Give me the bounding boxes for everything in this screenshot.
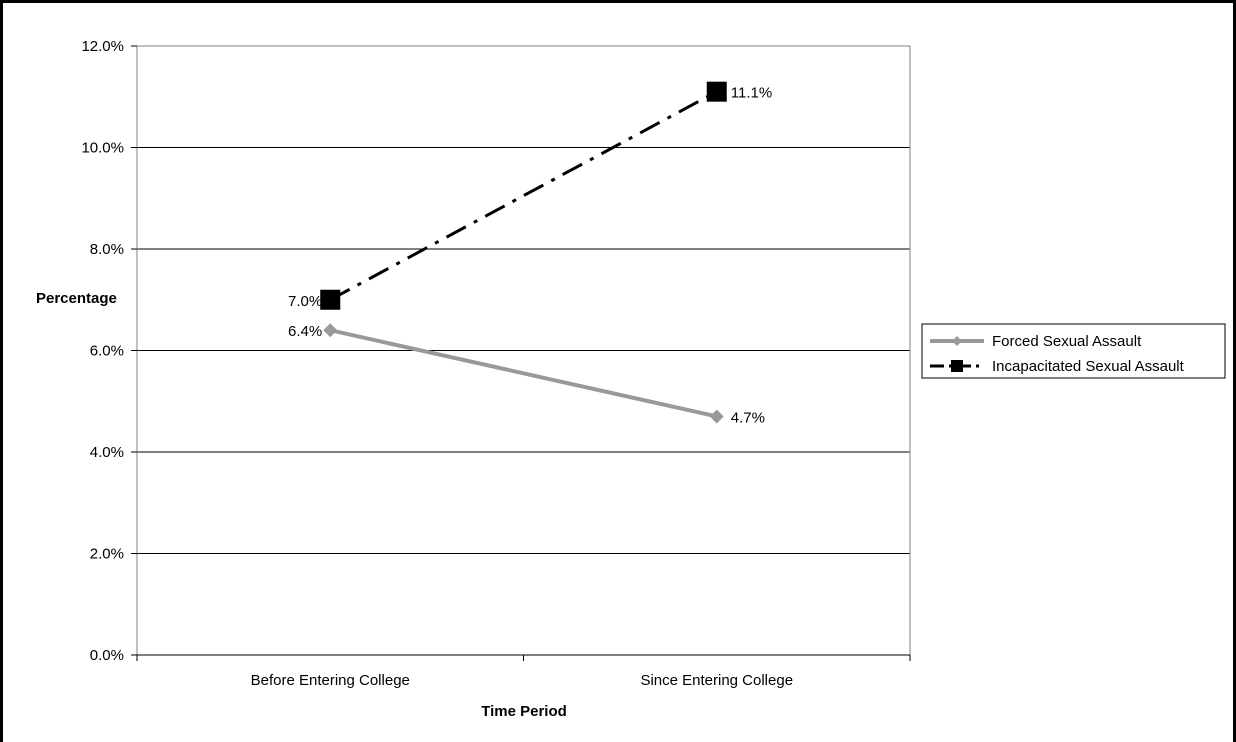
y-tick-label: 4.0% xyxy=(90,444,124,461)
legend-item: Forced Sexual Assault xyxy=(930,333,1142,350)
diamond-marker xyxy=(952,336,962,346)
legend-label: Forced Sexual Assault xyxy=(992,333,1142,350)
diamond-marker xyxy=(709,409,724,424)
y-axis-ticks: 0.0% 2.0% 4.0% 6.0% 8.0% 10.0% 12.0% xyxy=(81,38,137,664)
y-tick-label: 8.0% xyxy=(90,241,124,258)
series-line xyxy=(329,90,718,302)
data-label: 11.1% xyxy=(731,85,772,102)
series-1 xyxy=(320,81,727,310)
data-label: 4.7% xyxy=(731,409,765,426)
y-tick-label: 6.0% xyxy=(90,343,124,360)
x-tick-label: Since Entering College xyxy=(640,672,793,689)
legend-box xyxy=(921,323,1226,379)
series-line xyxy=(329,328,718,419)
series xyxy=(320,81,727,424)
data-labels: 6.4% 4.7% 7.0% 11.1% xyxy=(288,85,772,427)
data-label: 6.4% xyxy=(288,323,322,340)
gridlines xyxy=(137,45,910,554)
legend: Forced Sexual Assault Incapacitated Sexua… xyxy=(921,323,1226,379)
x-axis-title: Time Period xyxy=(481,703,567,720)
y-tick-label: 10.0% xyxy=(81,140,124,157)
y-tick-label: 0.0% xyxy=(90,647,124,664)
y-axis-title: Percentage xyxy=(36,290,117,307)
legend-label: Incapacitated Sexual Assault xyxy=(992,358,1185,375)
x-axis-ticks: Before Entering College Since Entering Co… xyxy=(136,654,911,689)
data-label: 7.0% xyxy=(288,293,322,310)
y-tick-label: 12.0% xyxy=(81,38,124,55)
square-marker xyxy=(706,81,727,102)
diamond-marker xyxy=(323,323,338,338)
x-tick-label: Before Entering College xyxy=(251,672,410,689)
y-tick-label: 2.0% xyxy=(90,546,124,563)
square-marker xyxy=(320,289,341,310)
legend-item: Incapacitated Sexual Assault xyxy=(930,358,1185,375)
series-0 xyxy=(323,323,724,424)
square-marker xyxy=(951,360,963,372)
